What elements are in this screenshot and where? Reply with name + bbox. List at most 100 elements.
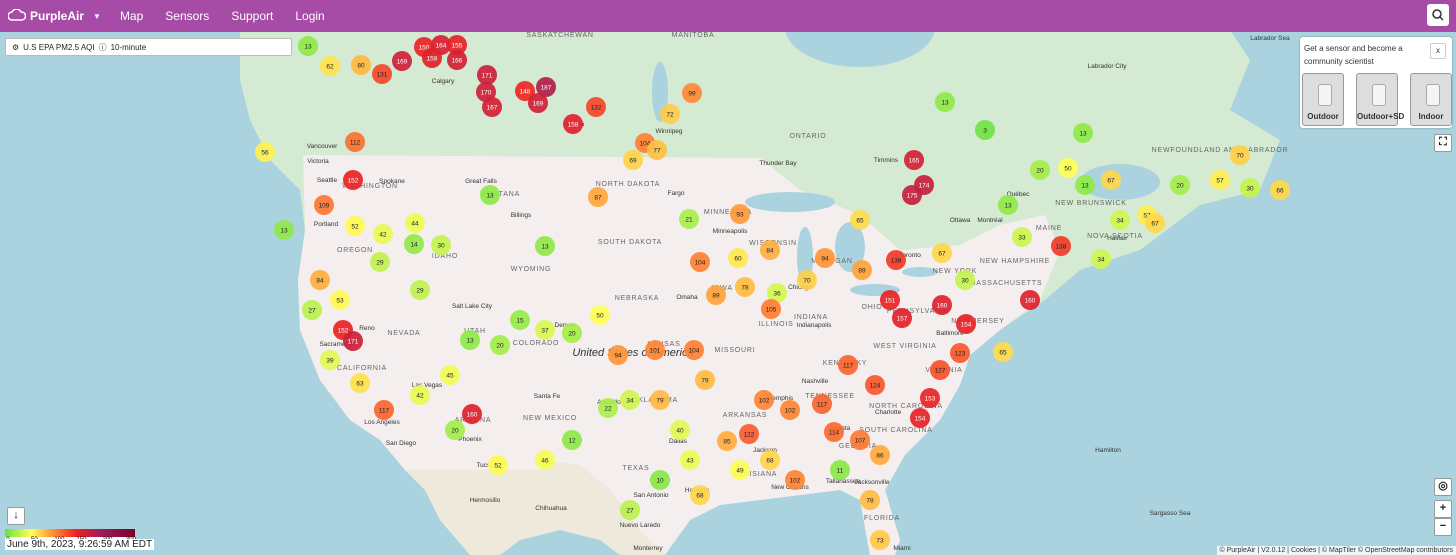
sensor[interactable]: 52 xyxy=(345,216,365,236)
sensor[interactable]: 20 xyxy=(1170,175,1190,195)
sensor[interactable]: 13 xyxy=(480,185,500,205)
sensor[interactable]: 67 xyxy=(1145,213,1165,233)
sensor[interactable]: 56 xyxy=(255,142,275,162)
sensor[interactable]: 171 xyxy=(477,65,497,85)
sensor[interactable]: 77 xyxy=(647,140,667,160)
sensor[interactable]: 12 xyxy=(562,430,582,450)
sensor[interactable]: 122 xyxy=(739,424,759,444)
sensor[interactable]: 60 xyxy=(728,248,748,268)
sensor[interactable]: 15 xyxy=(510,310,530,330)
sensor[interactable]: 30 xyxy=(431,235,451,255)
info-icon[interactable]: ⓘ xyxy=(98,42,107,52)
fullscreen-button[interactable]: ⛶ xyxy=(1434,134,1452,152)
sensor[interactable]: 30 xyxy=(955,270,975,290)
sensor[interactable]: 45 xyxy=(440,365,460,385)
nav-item[interactable]: Map xyxy=(119,9,144,23)
nav-item[interactable]: Login xyxy=(295,9,325,23)
sensor[interactable]: 123 xyxy=(950,343,970,363)
sensor[interactable]: 154 xyxy=(910,408,930,428)
sensor[interactable]: 10 xyxy=(650,470,670,490)
sensor[interactable]: 85 xyxy=(717,431,737,451)
sensor[interactable]: 27 xyxy=(620,500,640,520)
sensor[interactable]: 13 xyxy=(535,236,555,256)
sensor[interactable]: 104 xyxy=(690,252,710,272)
sensor[interactable]: 50 xyxy=(590,305,610,325)
sensor[interactable]: 70 xyxy=(797,270,817,290)
sensor[interactable]: 160 xyxy=(932,295,952,315)
sensor[interactable]: 89 xyxy=(706,285,726,305)
search-button[interactable] xyxy=(1427,4,1449,26)
sensor[interactable]: 13 xyxy=(1073,123,1093,143)
sensor[interactable]: 27 xyxy=(302,300,322,320)
sensor[interactable]: 94 xyxy=(815,248,835,268)
sensor[interactable]: 80 xyxy=(351,55,371,75)
sensor[interactable]: 174 xyxy=(914,175,934,195)
sensor[interactable]: 154 xyxy=(956,314,976,334)
sensor[interactable]: 65 xyxy=(993,342,1013,362)
sensor-option[interactable]: Outdoor xyxy=(1302,73,1344,126)
sensor[interactable]: 84 xyxy=(310,270,330,290)
sensor[interactable]: 117 xyxy=(374,400,394,420)
sensor[interactable]: 169 xyxy=(392,51,412,71)
sensor[interactable]: 62 xyxy=(320,56,340,76)
sensor[interactable]: 42 xyxy=(410,385,430,405)
brand[interactable]: PurpleAir xyxy=(30,9,85,23)
sensor[interactable]: 13 xyxy=(1075,175,1095,195)
sensor[interactable]: 109 xyxy=(314,195,334,215)
sensor[interactable]: 34 xyxy=(620,390,640,410)
sensor[interactable]: 171 xyxy=(343,331,363,351)
sensor-option[interactable]: Outdoor+SD xyxy=(1356,73,1404,126)
sensor[interactable]: 13 xyxy=(460,330,480,350)
sensor[interactable]: 67 xyxy=(932,243,952,263)
sensor[interactable]: 102 xyxy=(785,470,805,490)
sensor[interactable]: 138 xyxy=(886,250,906,270)
sensor[interactable]: 11 xyxy=(830,460,850,480)
sensor[interactable]: 42 xyxy=(373,224,393,244)
sensor[interactable]: 169 xyxy=(528,93,548,113)
sensor[interactable]: 13 xyxy=(935,92,955,112)
sensor[interactable]: 160 xyxy=(462,404,482,424)
sensor[interactable]: 99 xyxy=(682,83,702,103)
legend-toggle[interactable]: ↓ xyxy=(7,507,25,525)
brand-menu[interactable]: ▼ xyxy=(93,11,101,21)
sensor[interactable]: 40 xyxy=(670,420,690,440)
sensor[interactable]: 114 xyxy=(824,422,844,442)
sensor[interactable]: 167 xyxy=(482,97,502,117)
sensor[interactable]: 78 xyxy=(860,490,880,510)
sensor[interactable]: 13 xyxy=(998,195,1018,215)
promo-close[interactable]: x xyxy=(1430,43,1446,59)
sensor[interactable]: 44 xyxy=(405,213,425,233)
sensor[interactable]: 101 xyxy=(645,340,665,360)
sensor[interactable]: 69 xyxy=(623,150,643,170)
sensor[interactable]: 13 xyxy=(274,220,294,240)
sensor[interactable]: 102 xyxy=(754,390,774,410)
sensor[interactable]: 155 xyxy=(447,35,467,55)
sensor[interactable]: 78 xyxy=(735,277,755,297)
zoom-in[interactable]: + xyxy=(1434,500,1452,518)
sensor[interactable]: 87 xyxy=(588,187,608,207)
sensor[interactable]: 102 xyxy=(780,400,800,420)
sensor[interactable]: 66 xyxy=(1270,180,1290,200)
sensor[interactable]: 68 xyxy=(690,485,710,505)
sensor[interactable]: 13 xyxy=(298,36,318,56)
sensor[interactable]: 29 xyxy=(410,280,430,300)
sensor[interactable]: 50 xyxy=(1058,158,1078,178)
sensor[interactable]: 67 xyxy=(1101,170,1121,190)
sensor[interactable]: 39 xyxy=(320,350,340,370)
sensor[interactable]: 46 xyxy=(535,450,555,470)
sensor[interactable]: 166 xyxy=(447,50,467,70)
sensor[interactable]: 105 xyxy=(761,299,781,319)
sensor[interactable]: 104 xyxy=(684,340,704,360)
sensor[interactable]: 165 xyxy=(904,150,924,170)
sensor[interactable]: 49 xyxy=(730,460,750,480)
sensor[interactable]: 170 xyxy=(476,82,496,102)
sensor[interactable]: 72 xyxy=(660,104,680,124)
sensor[interactable]: 20 xyxy=(562,323,582,343)
sensor[interactable]: 30 xyxy=(1240,178,1260,198)
nav-item[interactable]: Support xyxy=(231,9,274,23)
sensor[interactable]: 63 xyxy=(350,373,370,393)
sensor[interactable]: 84 xyxy=(760,240,780,260)
sensor[interactable]: 153 xyxy=(920,388,940,408)
sensor[interactable]: 65 xyxy=(850,210,870,230)
sensor[interactable]: 86 xyxy=(870,445,890,465)
